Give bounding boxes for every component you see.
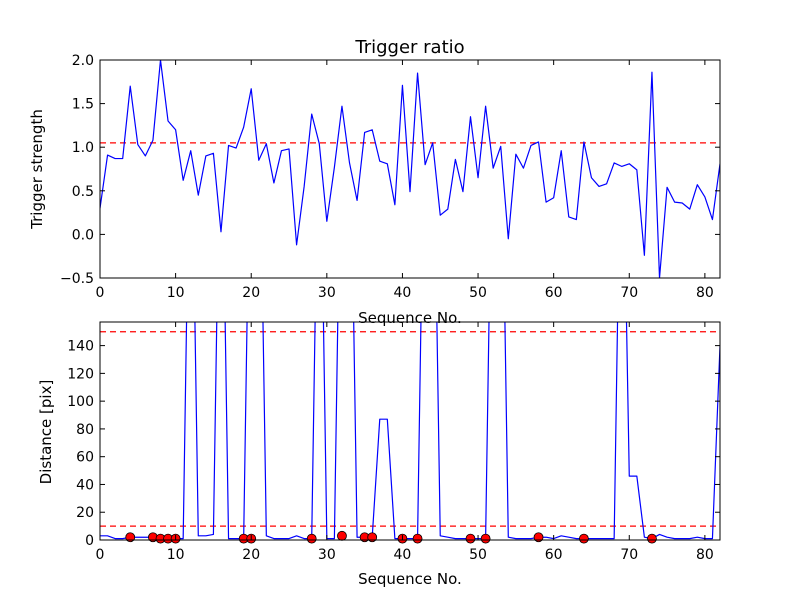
y-tick-label: 0.0 [72, 227, 94, 243]
y-tick-label: 120 [67, 366, 94, 382]
x-tick-label: 10 [167, 285, 185, 301]
x-tick-label: 30 [318, 285, 336, 301]
plot-frame [99, 321, 721, 541]
data-point-marker [125, 532, 136, 543]
data-point-marker [306, 533, 317, 544]
y-tick-label: 140 [67, 339, 94, 355]
x-tick-label: 10 [167, 547, 185, 563]
plot-content [100, 322, 720, 540]
x-axis-ticks: 0 10 20 30 40 50 60 70 80 [96, 322, 714, 563]
x-tick-label: 30 [318, 547, 336, 563]
data-point-marker [647, 533, 657, 544]
y-tick-label: 100 [67, 394, 94, 410]
y-tick-label: 0 [85, 533, 94, 549]
data-point-marker [465, 533, 476, 544]
x-tick-label: 20 [242, 547, 260, 563]
plot-area [99, 321, 721, 544]
y-axis-ticks: 0 20 40 60 80 100 120 140 [67, 339, 720, 549]
x-tick-label: 20 [242, 285, 260, 301]
x-tick-label: 70 [620, 547, 638, 563]
x-tick-label: 0 [96, 285, 105, 301]
x-tick-label: 50 [469, 547, 487, 563]
y-tick-label: −0.5 [60, 271, 94, 287]
x-tick-label: 60 [545, 285, 563, 301]
data-point-marker [579, 533, 589, 544]
series-line [100, 322, 720, 540]
plot-frame [99, 59, 721, 279]
plot-area [99, 59, 721, 279]
plot-content [100, 60, 720, 278]
data-point-marker [412, 533, 423, 544]
y-tick-label: 1.0 [72, 140, 94, 156]
y-tick-label: 60 [76, 450, 94, 466]
y-tick-label: 20 [76, 505, 94, 521]
data-point-marker [480, 533, 491, 544]
y-tick-label: 0.5 [72, 184, 94, 200]
data-point-marker [367, 532, 378, 543]
x-tick-label: 40 [394, 547, 412, 563]
x-tick-label: 70 [620, 285, 638, 301]
chart-title: Trigger ratio [354, 37, 464, 58]
y-tick-label: 40 [76, 477, 94, 493]
y-tick-label: 2.0 [72, 53, 94, 69]
x-tick-label: 40 [394, 285, 412, 301]
x-tick-label: 60 [545, 547, 563, 563]
x-tick-label: 0 [96, 547, 105, 563]
data-point-marker [337, 530, 347, 541]
y-tick-label: 80 [76, 422, 94, 438]
y-axis-ticks: −0.5 0.0 0.5 1.0 1.5 2.0 [60, 53, 720, 287]
x-axis-label: Sequence No. [358, 309, 462, 327]
x-axis-label: Sequence No. [358, 570, 462, 588]
trigger-ratio-chart: Trigger ratio 0 10 20 30 40 50 60 70 80 −0.50.00… [28, 37, 721, 327]
series-line [100, 60, 720, 278]
y-axis-label: Distance [pix] [37, 380, 55, 485]
x-tick-label: 80 [696, 547, 714, 563]
x-tick-label: 80 [696, 285, 714, 301]
x-tick-label: 50 [469, 285, 487, 301]
y-tick-label: 1.5 [72, 97, 94, 113]
y-axis-label: Trigger strength [28, 109, 46, 230]
distance-chart: 0 10 20 30 40 50 60 70 80 0 20 40 60 80 100 120 140 Seq… [37, 321, 721, 588]
data-point-marker [533, 532, 544, 543]
x-axis-ticks: 0 10 20 30 40 50 60 70 80 [96, 60, 714, 301]
